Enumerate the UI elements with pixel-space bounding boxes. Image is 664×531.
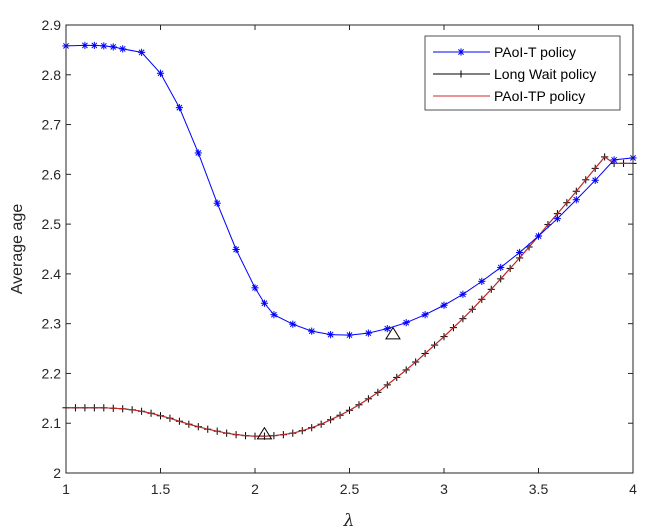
data-point	[81, 41, 89, 50]
data-point	[251, 284, 259, 292]
x-axis-label: λ	[343, 511, 355, 531]
y-axis-label: Average age	[9, 204, 26, 295]
y-tick-label: 2.7	[42, 117, 62, 133]
legend-entry-paoi-t: PAoI-T policy	[433, 44, 576, 60]
legend-marker-symbol	[457, 48, 465, 56]
data-point	[345, 331, 354, 339]
legend-label-long-wait: Long Wait policy	[494, 66, 596, 82]
legend-entry-paoi-tp: PAoI-TP policy	[433, 88, 585, 104]
triangle-marker	[256, 426, 273, 440]
y-axis: 2 2.1 2.2 2.3 2.4 2.5 2.6 2.7 2.8 2.9	[42, 17, 633, 481]
y-tick-label: 2.8	[42, 67, 62, 83]
data-point	[497, 263, 505, 272]
data-point	[459, 290, 467, 298]
x-tick-label: 3	[440, 481, 448, 497]
data-point	[421, 311, 429, 319]
x-tick-label: 1.5	[151, 481, 171, 497]
x-tick-label: 1	[62, 481, 70, 497]
data-point	[156, 69, 165, 77]
data-point	[213, 199, 221, 207]
legend-entry-long-wait: Long Wait policy	[433, 66, 596, 82]
x-tick-label: 4	[629, 481, 637, 497]
data-point	[109, 43, 117, 51]
annotation-layer	[256, 326, 401, 440]
x-tick-label: 2	[251, 481, 259, 497]
data-point	[364, 329, 372, 337]
data-point	[90, 41, 98, 50]
legend-label-paoi-t: PAoI-T policy	[494, 44, 576, 60]
data-point	[440, 301, 448, 309]
y-tick-label: 2.5	[42, 216, 62, 232]
legend: PAoI-T policy Long Wait policy PAoI-TP p…	[424, 35, 621, 111]
data-point	[534, 232, 543, 240]
data-point	[289, 320, 297, 328]
data-point	[100, 42, 108, 50]
data-point	[232, 245, 240, 254]
data-point	[119, 45, 127, 53]
triangle-marker	[385, 326, 401, 340]
legend-marker-long-wait	[457, 70, 465, 78]
legend-label-paoi-tp: PAoI-TP policy	[494, 88, 585, 104]
data-point	[572, 196, 580, 204]
y-tick-label: 2.9	[42, 17, 62, 33]
y-tick-label: 2.3	[42, 316, 62, 332]
legend-marker-symbol	[457, 70, 465, 78]
x-tick-label: 3.5	[529, 481, 549, 497]
data-point	[383, 325, 391, 333]
data-point	[138, 48, 146, 56]
data-point	[308, 327, 316, 335]
y-tick-label: 2.1	[42, 415, 62, 431]
x-tick-label: 2.5	[340, 481, 360, 497]
data-point	[270, 311, 278, 319]
data-point	[194, 149, 202, 157]
y-tick-label: 2.2	[42, 365, 62, 381]
data-point	[260, 299, 269, 307]
series-layer	[62, 41, 637, 440]
data-point	[610, 156, 618, 164]
data-point	[327, 331, 335, 339]
data-point	[175, 104, 183, 112]
data-point	[591, 176, 599, 184]
legend-box	[424, 35, 621, 111]
y-tick-label: 2.6	[42, 166, 62, 182]
y-tick-label: 2.4	[42, 266, 62, 282]
series-line-0	[65, 44, 634, 336]
legend-marker-paoi-t	[457, 48, 465, 56]
data-point	[553, 215, 561, 223]
data-point	[478, 277, 486, 285]
data-point	[402, 319, 410, 327]
y-tick-label: 2	[53, 465, 61, 481]
x-axis: 1 1.5 2 2.5 3 3.5 4	[62, 25, 637, 497]
data-point	[516, 248, 524, 257]
